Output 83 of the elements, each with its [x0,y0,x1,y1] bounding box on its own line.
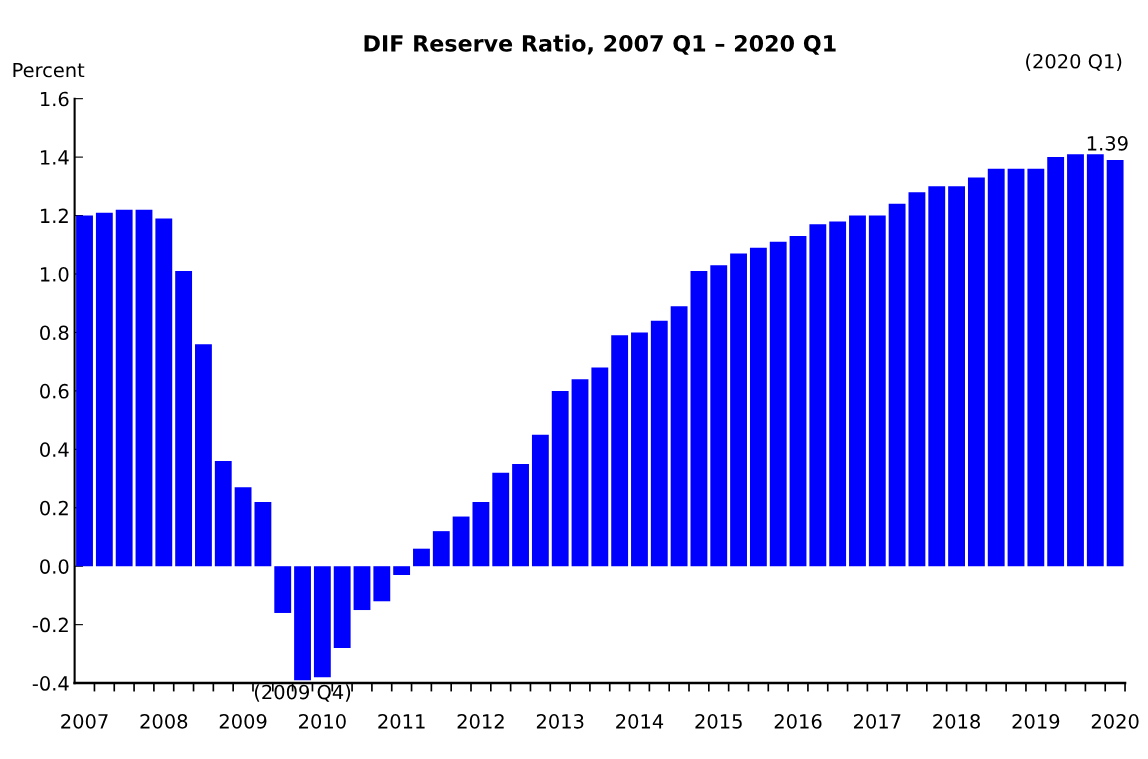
bar [115,209,133,567]
bar [611,335,629,567]
bar [373,566,391,602]
bar [313,566,331,678]
annotation: (2009 Q4) [254,684,351,702]
bar [95,212,113,567]
y-tick-label: 0.8 [40,325,69,341]
bar [928,186,946,567]
bar [888,203,906,567]
bar [76,215,93,567]
x-tick-label: 2019 [1012,714,1060,729]
bar [393,566,411,575]
bar [710,265,728,567]
bar [531,434,549,567]
bar [1086,154,1104,567]
bar [175,271,193,567]
bar [849,215,866,567]
data-label: 1.39 [1087,136,1128,151]
x-tick-label: 2020 [1091,714,1139,729]
bar [809,224,827,567]
bar [591,367,609,567]
bar [631,332,648,567]
bar [432,531,450,567]
bar [294,566,311,681]
y-tick-label: 0.0 [40,559,69,574]
bar [413,548,430,567]
y-tick-label: 1.6 [40,91,69,107]
bar [967,177,985,567]
bar [195,344,212,567]
x-tick-label: 2013 [536,714,584,729]
bar [789,236,807,567]
x-tick-label: 2008 [140,714,188,729]
bar [333,566,351,649]
bar [452,516,470,567]
x-tick-label: 2016 [774,714,822,729]
bar [730,253,747,567]
bar [274,566,292,613]
bar [234,487,252,567]
y-tick-label: 0.4 [40,442,69,457]
chart-title: DIF Reserve Ratio, 2007 Q1 – 2020 Q1 [364,34,836,55]
bar [987,168,1005,567]
x-tick-label: 2018 [933,714,980,729]
x-tick-label: 2012 [457,714,504,729]
x-tick-label: 2014 [616,714,664,729]
bar [1106,160,1124,567]
x-tick-label: 2007 [61,714,108,729]
bar [868,215,886,567]
bar [492,472,510,567]
bar [155,218,173,567]
y-tick-label: -0.4 [32,676,69,691]
bar [749,247,767,567]
bar [1027,168,1045,567]
bar [908,192,926,567]
bar [472,501,490,567]
x-tick-label: 2009 [219,714,267,729]
y-tick-label: 0.2 [40,500,68,516]
y-tick-label: 1.4 [40,150,69,165]
x-tick-label: 2011 [378,714,425,729]
bar [1007,168,1025,567]
y-tick-label: -0.2 [32,617,68,633]
bar [512,463,529,567]
bar [214,461,232,567]
bar [551,390,569,567]
y-tick-label: 1.0 [40,266,69,282]
bar [1047,157,1065,567]
bar [829,221,847,567]
bar [769,241,787,567]
bar [948,186,965,567]
bar [135,209,153,567]
y-tick-label: 0.6 [40,383,69,399]
bar [353,566,371,611]
bar [670,306,688,567]
bar [571,379,589,567]
y-tick-label: 1.2 [40,208,68,223]
x-tick-label: 2017 [853,714,901,729]
y-axis-title: Percent [13,62,85,78]
bar [650,320,668,567]
x-tick-label: 2015 [695,714,742,729]
bar [1067,154,1084,567]
bar [690,271,708,567]
x-tick-label: 2010 [299,714,346,729]
bar [254,501,272,567]
text: (2020 Q1) [1026,53,1122,71]
